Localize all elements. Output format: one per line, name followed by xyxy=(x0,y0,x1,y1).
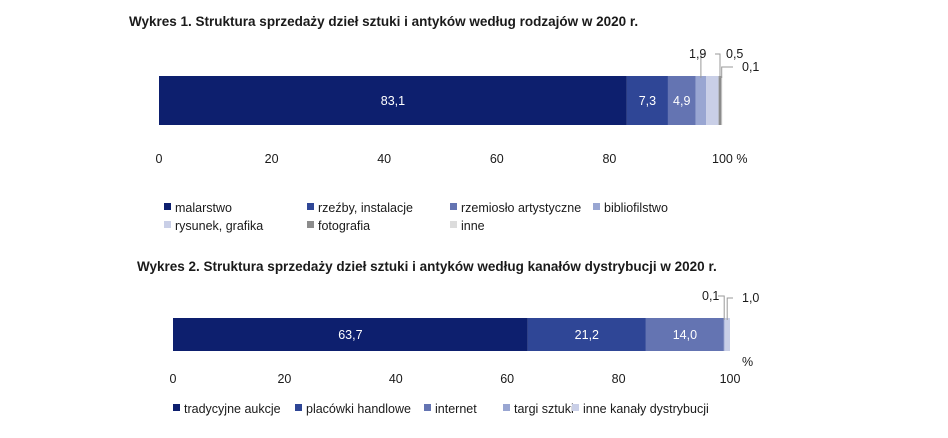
leader-line xyxy=(700,53,706,78)
x-tick-label: 60 xyxy=(490,152,504,166)
legend-label: placówki handlowe xyxy=(306,402,411,416)
leader-line xyxy=(718,295,725,320)
legend-swatch xyxy=(593,203,600,210)
bar-segment xyxy=(721,76,723,125)
legend-swatch xyxy=(424,404,431,411)
x-tick-label: 80 xyxy=(612,372,626,386)
bar-segment xyxy=(527,318,646,351)
x-tick-label: 80 xyxy=(602,152,616,166)
chart-2-bar-group xyxy=(173,318,730,351)
legend-swatch xyxy=(307,203,314,210)
legend-label: malarstwo xyxy=(175,201,232,215)
chart-2-leader-lines xyxy=(718,295,733,320)
chart-2-unit-label: % xyxy=(742,355,753,369)
legend-label: rzeźby, instalacje xyxy=(318,201,413,215)
chart-2-x-axis-ticks: 0 20 40 60 80 100 xyxy=(170,372,741,386)
data-label: 1,0 xyxy=(742,291,759,305)
x-tick-label: 20 xyxy=(277,372,291,386)
legend-label: inne kanały dystrybucji xyxy=(583,402,709,416)
chart-1-data-labels: 83,1 7,3 4,9 1,9 0,50,1 xyxy=(381,47,760,108)
legend-swatch xyxy=(173,404,180,411)
chart-2: Wykres 2. Struktura sprzedaży dzieł sztu… xyxy=(137,259,759,416)
x-tick-label: 20 xyxy=(265,152,279,166)
bar-segment xyxy=(626,76,668,125)
legend-swatch xyxy=(164,221,171,228)
legend-swatch xyxy=(450,221,457,228)
x-tick-label: 60 xyxy=(500,372,514,386)
legend-label: rzemiosło artystyczne xyxy=(461,201,581,215)
chart-2-title: Wykres 2. Struktura sprzedaży dzieł sztu… xyxy=(137,259,717,274)
chart-1-legend: malarstwo rzeźby, instalacje rzemiosło art… xyxy=(164,201,668,233)
bar-segment xyxy=(724,318,730,351)
legend-label: tradycyjne aukcje xyxy=(184,402,281,416)
legend-label: bibliofilstwo xyxy=(604,201,668,215)
legend-label: targi sztuki xyxy=(514,402,574,416)
chart-1-title: Wykres 1. Struktura sprzedaży dzieł sztu… xyxy=(129,14,638,29)
data-label: 14,0 xyxy=(673,328,697,342)
legend-label: inne xyxy=(461,219,485,233)
bar-segment xyxy=(723,318,725,351)
x-tick-label: 0 xyxy=(170,372,177,386)
legend-label: fotografia xyxy=(318,219,370,233)
legend-label: rysunek, grafika xyxy=(175,219,263,233)
data-label: 7,3 xyxy=(639,94,656,108)
legend-swatch xyxy=(572,404,579,411)
data-label: 0,5 xyxy=(726,47,743,61)
chart-1-x-axis-ticks: 0 20 40 60 80 100 % xyxy=(156,152,748,166)
x-tick-label: 40 xyxy=(377,152,391,166)
data-label: 83,1 xyxy=(381,94,405,108)
x-tick-label: 0 xyxy=(156,152,163,166)
bar-segment xyxy=(645,318,724,351)
bar-segment xyxy=(706,76,719,125)
bar-segment xyxy=(159,76,627,125)
bar-segment xyxy=(718,76,722,125)
data-label: 21,2 xyxy=(575,328,599,342)
data-label: 0,1 xyxy=(742,60,759,74)
legend-swatch xyxy=(450,203,457,210)
chart-2-data-labels: 63,7 21,2 14,0 0,1 1,0 xyxy=(338,289,759,342)
legend-swatch xyxy=(503,404,510,411)
bar-segment xyxy=(695,76,707,125)
leader-line xyxy=(715,53,721,78)
chart-2-legend: tradycyjne aukcje placówki handlowe intern… xyxy=(173,402,709,416)
x-tick-label: 100 % xyxy=(712,152,747,166)
data-label: 4,9 xyxy=(673,94,690,108)
bar-segment xyxy=(173,318,528,351)
data-label: 63,7 xyxy=(338,328,362,342)
x-tick-label: 100 xyxy=(720,372,741,386)
legend-swatch xyxy=(295,404,302,411)
legend-swatch xyxy=(164,203,171,210)
legend-label: internet xyxy=(435,402,477,416)
x-tick-label: 40 xyxy=(389,372,403,386)
leader-line xyxy=(726,297,733,320)
chart-1: Wykres 1. Struktura sprzedaży dzieł sztu… xyxy=(129,14,759,233)
bar-segment xyxy=(667,76,696,125)
legend-swatch xyxy=(307,221,314,228)
data-label: 1,9 xyxy=(689,47,706,61)
chart-1-leader-lines xyxy=(700,53,733,78)
chart-1-bar-group xyxy=(159,76,723,125)
leader-line xyxy=(721,66,733,78)
data-label: 0,1 xyxy=(702,289,719,303)
